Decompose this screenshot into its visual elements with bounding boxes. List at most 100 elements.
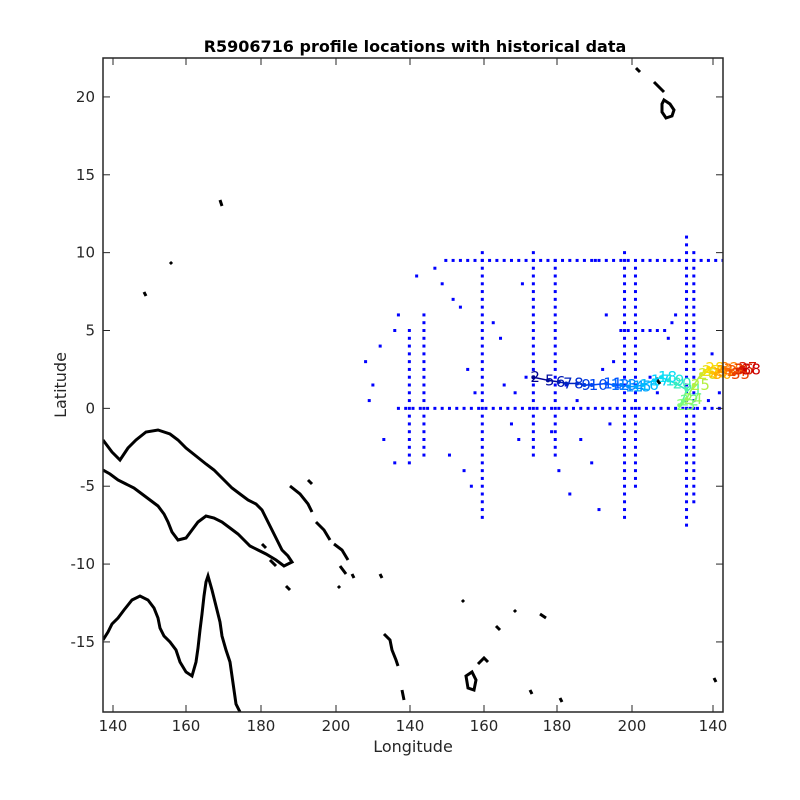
historical-point: [422, 383, 426, 387]
historical-point: [706, 258, 710, 262]
historical-point: [623, 469, 627, 473]
historical-point: [480, 297, 484, 301]
historical-point: [422, 344, 426, 348]
historical-point: [531, 367, 535, 371]
historical-point: [692, 476, 696, 480]
historical-point: [407, 344, 411, 348]
historical-point: [480, 476, 484, 480]
historical-point: [692, 406, 696, 410]
profile-point: [677, 403, 682, 408]
historical-point: [685, 290, 689, 294]
historical-point: [531, 329, 535, 332]
historical-point: [633, 274, 637, 278]
historical-point: [590, 258, 594, 262]
historical-point: [553, 445, 557, 449]
historical-point: [422, 453, 426, 457]
historical-point: [641, 258, 645, 262]
coastline-new-guinea: [103, 428, 295, 568]
historical-point: [396, 406, 400, 410]
historical-point: [531, 391, 535, 395]
historical-point: [593, 406, 597, 410]
historical-point: [407, 453, 411, 457]
historical-point: [553, 297, 557, 301]
historical-point: [623, 492, 627, 496]
historical-point: [473, 391, 477, 395]
axes-layer: 20 15 10 5 0 -5 -10 -15 140 160 180 200 140 160 180 200…: [71, 58, 727, 735]
historical-point: [633, 360, 637, 364]
profile-number-label: 6: [556, 373, 566, 391]
historical-point: [458, 305, 462, 309]
profile-point: [691, 383, 696, 387]
profile-point: [666, 378, 671, 383]
coastline-islands-north: [142, 66, 676, 297]
x-tick-label: 160: [470, 717, 499, 735]
historical-point: [663, 329, 667, 332]
historical-point: [670, 321, 674, 325]
historical-point: [692, 484, 696, 488]
historical-point: [553, 290, 557, 294]
profile-number-label: 38: [742, 360, 761, 378]
historical-point: [597, 258, 601, 262]
historical-point: [619, 329, 623, 332]
historical-point: [615, 406, 619, 410]
historical-point: [393, 329, 397, 332]
historical-point: [633, 430, 637, 434]
historical-point: [422, 321, 426, 325]
y-tick-label: 0: [85, 399, 95, 417]
historical-point: [553, 453, 557, 457]
historical-point: [623, 461, 627, 465]
profile-point: [680, 398, 685, 403]
historical-point: [553, 383, 557, 387]
historical-point: [626, 329, 630, 332]
historical-point: [502, 383, 506, 387]
historical-point: [699, 258, 703, 262]
historical-point: [407, 414, 411, 418]
historical-point: [469, 484, 473, 488]
profile-track-segment: [591, 382, 607, 386]
historical-point: [407, 383, 411, 387]
y-tick-label: 15: [76, 166, 95, 184]
historical-point: [692, 344, 696, 348]
profile-point: [564, 381, 569, 386]
historical-point: [633, 336, 637, 340]
historical-point: [623, 360, 627, 364]
profile-point: [531, 375, 536, 380]
historical-point: [633, 406, 637, 410]
y-tick-label: 10: [76, 244, 95, 262]
historical-point: [364, 360, 368, 364]
historical-point: [633, 375, 637, 379]
historical-point: [509, 258, 513, 262]
historical-point: [633, 438, 637, 441]
x-tick-label: 200: [618, 717, 647, 735]
historical-point: [586, 406, 590, 410]
profile-point: [640, 383, 645, 387]
y-tick-label: -10: [71, 555, 96, 573]
coastline-layer: [103, 66, 718, 712]
historical-point: [633, 445, 637, 449]
historical-point: [407, 336, 411, 340]
historical-point: [692, 367, 696, 371]
historical-point: [633, 297, 637, 301]
historical-point: [685, 266, 689, 270]
historical-point: [553, 375, 557, 379]
historical-point: [407, 399, 411, 403]
historical-point: [692, 453, 696, 457]
historical-point: [553, 352, 557, 356]
historical-point: [685, 251, 689, 255]
historical-point: [685, 492, 689, 496]
historical-point: [535, 406, 539, 410]
historical-point: [633, 461, 637, 465]
historical-point: [685, 274, 689, 278]
historical-point: [710, 352, 714, 356]
historical-point: [623, 453, 627, 457]
x-tick-label: 200: [322, 717, 351, 735]
historical-point: [407, 367, 411, 371]
historical-point: [480, 438, 484, 441]
profile-point: [545, 378, 550, 383]
historical-point: [692, 438, 696, 441]
historical-point: [458, 258, 462, 262]
historical-point: [568, 492, 572, 496]
historical-point: [371, 383, 375, 387]
historical-point: [553, 329, 557, 332]
